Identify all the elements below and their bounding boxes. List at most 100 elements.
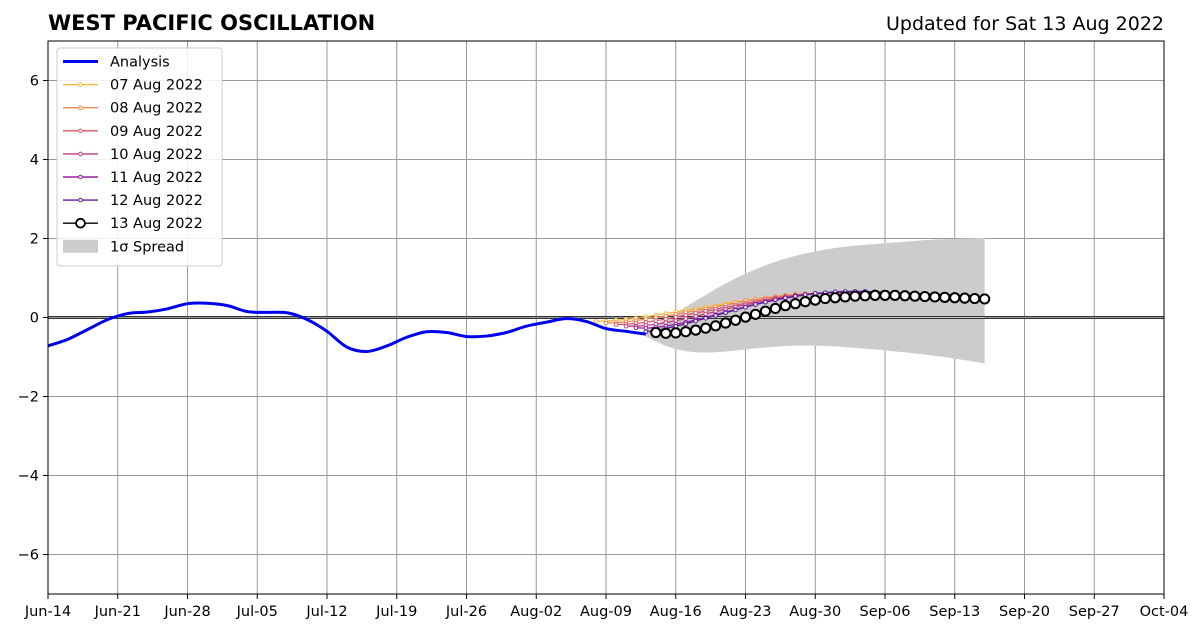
- forecast-point: [793, 293, 798, 299]
- forecast-point: [733, 307, 738, 313]
- analysis-line: [47, 301, 647, 353]
- legend-label: 10 Aug 2022: [110, 147, 203, 163]
- x-axis-ticks: Jun-14 Jun-21 Jun-28 Jul-05 Jul-12 Jul-19 Jul-…: [24, 594, 1189, 620]
- x-tick-label: Sep-13: [929, 604, 980, 620]
- legend-item: 11 Aug 2022: [63, 170, 203, 186]
- forecast-point: [802, 292, 808, 297]
- forecast-point: [603, 320, 609, 326]
- forecast-point: [723, 310, 728, 316]
- forecast-point: [713, 313, 718, 318]
- legend-marker: [75, 217, 86, 229]
- forecast-point: [829, 292, 841, 304]
- forecast-point: [919, 290, 931, 303]
- forecast-point: [899, 290, 911, 302]
- forecast-point: [700, 322, 712, 334]
- x-tick-label: Jul-26: [445, 604, 487, 620]
- y-axis-ticks: −6 −4 −2 0 2 4 6: [18, 74, 48, 564]
- legend-label: 12 Aug 2022: [110, 193, 203, 209]
- legend-label: 07 Aug 2022: [110, 78, 203, 94]
- legend-box: [56, 47, 223, 267]
- x-tick-label: Aug-02: [510, 604, 562, 620]
- legend-label: 08 Aug 2022: [110, 101, 203, 117]
- forecast-point: [710, 320, 722, 332]
- y-tick-label: 0: [30, 311, 39, 327]
- forecast-point: [779, 300, 791, 312]
- legend-marker: [78, 197, 83, 203]
- legend-item: 13 Aug 2022: [63, 216, 203, 232]
- forecast-point: [623, 323, 629, 329]
- forecast-point: [869, 289, 881, 301]
- y-tick-label: −2: [18, 390, 39, 406]
- legend-marker: [78, 151, 83, 157]
- legend-item: 10 Aug 2022: [63, 147, 203, 163]
- x-tick-label: Jun-14: [24, 604, 71, 620]
- legend-label: 1σ Spread: [110, 239, 184, 255]
- legend-label: 13 Aug 2022: [110, 216, 203, 232]
- forecast-point: [743, 304, 748, 310]
- forecast-series: [593, 289, 991, 339]
- x-tick-label: Aug-30: [789, 604, 841, 620]
- forecast-point: [773, 297, 778, 303]
- y-tick-label: 2: [30, 232, 39, 248]
- forecast-point: [690, 324, 702, 336]
- forecast-point: [819, 292, 831, 305]
- forecast-point: [769, 302, 781, 315]
- legend-marker: [78, 128, 83, 134]
- chart-subtitle: Updated for Sat 13 Aug 2022: [886, 13, 1164, 35]
- forecast-point: [783, 295, 788, 301]
- x-tick-label: Sep-06: [859, 604, 910, 620]
- y-tick-label: −6: [18, 548, 39, 564]
- forecast-point: [593, 319, 599, 324]
- forecast-point: [739, 311, 752, 323]
- forecast-point: [660, 327, 672, 339]
- legend-item: 07 Aug 2022: [63, 78, 203, 94]
- x-tick-label: Jun-28: [163, 604, 210, 620]
- forecast-point: [729, 314, 742, 326]
- legend-marker: [78, 82, 83, 87]
- legend-marker: [78, 174, 83, 180]
- forecast-point: [763, 299, 768, 305]
- forecast-point: [633, 325, 639, 331]
- legend-item: 09 Aug 2022: [63, 124, 203, 140]
- legend-item: 1σ Spread: [63, 239, 184, 255]
- forecast-point: [969, 292, 981, 305]
- x-tick-label: Aug-16: [650, 604, 702, 620]
- forecast-point: [789, 298, 801, 310]
- forecast-point: [693, 318, 698, 324]
- forecast-point: [889, 289, 901, 301]
- x-tick-label: Oct-04: [1140, 604, 1189, 620]
- x-tick-label: Jun-21: [94, 604, 141, 620]
- forecast-point: [749, 308, 762, 320]
- forecast-point: [909, 290, 921, 302]
- x-tick-label: Aug-09: [580, 604, 632, 620]
- legend-swatch: [63, 239, 98, 253]
- forecast-point: [839, 291, 851, 303]
- forecast-point: [979, 293, 991, 305]
- forecast-point: [759, 305, 772, 317]
- zero-line: [48, 316, 1164, 319]
- chart-title: WEST PACIFIC OSCILLATION: [48, 11, 375, 35]
- forecast-point: [670, 327, 682, 339]
- forecast-point: [753, 302, 758, 307]
- forecast-point: [849, 290, 861, 302]
- y-tick-label: −4: [18, 469, 39, 485]
- legend-label: 09 Aug 2022: [110, 124, 203, 140]
- x-tick-label: Sep-20: [999, 604, 1050, 620]
- forecast-line: [645, 290, 975, 333]
- legend-item: 12 Aug 2022: [63, 193, 203, 209]
- x-tick-label: Jul-19: [375, 604, 417, 620]
- forecast-point: [959, 292, 971, 304]
- forecast-point: [683, 321, 689, 327]
- forecast-point: [879, 289, 891, 301]
- forecast-point: [703, 315, 708, 321]
- analysis-series: [47, 301, 647, 353]
- forecast-point: [809, 294, 821, 306]
- y-tick-label: 6: [30, 74, 39, 90]
- forecast-point: [799, 296, 811, 308]
- forecast-point: [613, 322, 619, 327]
- legend-item: 08 Aug 2022: [63, 101, 203, 117]
- forecast-point: [680, 326, 692, 338]
- legend-marker: [78, 105, 83, 110]
- legend-label: 11 Aug 2022: [110, 170, 203, 186]
- forecast-point: [939, 291, 951, 303]
